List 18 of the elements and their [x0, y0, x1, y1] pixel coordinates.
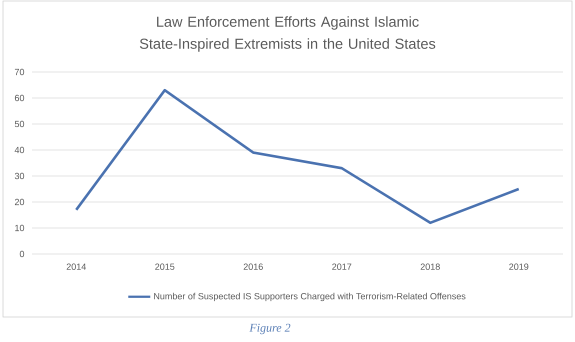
x-tick-label: 2016 [244, 264, 263, 270]
y-tick-label: 10 [15, 224, 24, 232]
x-tick-label: 2014 [66, 264, 86, 270]
y-tick-label: 70 [14, 68, 24, 76]
y-tick-label: 40 [14, 146, 24, 154]
x-tick-label: 2017 [332, 264, 352, 270]
x-tick-label: 2019 [509, 264, 528, 270]
x-tick-label: 2015 [155, 264, 174, 270]
y-tick-label: 0 [20, 250, 24, 258]
x-tick-label: 2018 [420, 264, 440, 270]
y-tick-label: 20 [14, 198, 24, 206]
line-series [74, 88, 520, 224]
y-tick-label: 60 [14, 94, 24, 102]
legend-label: Number of Suspected IS Supporters Charged with Terrorism-Related Offenses [154, 292, 466, 302]
y-tick-label: 50 [14, 120, 24, 128]
caption: Figure 2 [249, 324, 290, 334]
chart-title: Law Enforcement Efforts Against Islamic State-Inspired Extremists in the United States [140, 16, 436, 52]
y-tick-label: 30 [14, 172, 24, 180]
